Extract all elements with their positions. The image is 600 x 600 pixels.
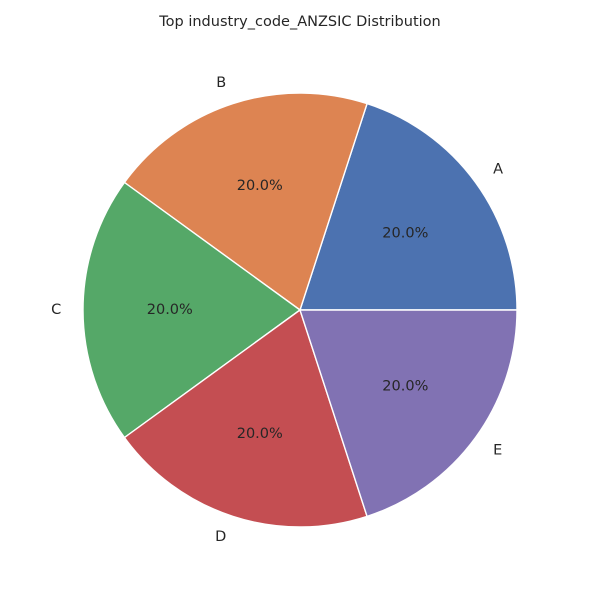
category-label-d: D: [215, 529, 226, 545]
pie-slice-c: [82, 181, 301, 439]
percent-label-d: 20.0%: [237, 426, 283, 442]
category-label-c: C: [51, 302, 61, 318]
percent-labels: 20.0% 20.0% 20.0% 20.0% 20.0%: [147, 178, 429, 442]
category-labels: A B C D E: [51, 75, 503, 545]
pie-slice-b: [123, 92, 368, 311]
category-label-e: E: [493, 442, 502, 458]
percent-label-a: 20.0%: [382, 225, 428, 241]
percent-label-b: 20.0%: [237, 178, 283, 194]
category-label-a: A: [493, 162, 503, 178]
chart-title: Top industry_code_ANZSIC Distribution: [159, 14, 441, 30]
category-label-b: B: [216, 75, 226, 91]
percent-label-c: 20.0%: [147, 302, 193, 318]
pie-slice-e: [299, 309, 518, 518]
percent-label-e: 20.0%: [382, 379, 428, 395]
pie-slices: [82, 92, 518, 528]
pie-slice-a: [299, 102, 518, 311]
pie-slice-d: [123, 309, 368, 528]
